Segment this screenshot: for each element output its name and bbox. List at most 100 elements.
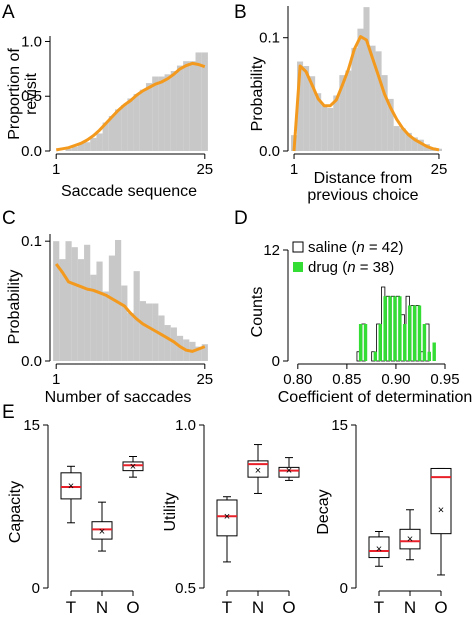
panel-b-xtick-label: 25	[431, 161, 448, 178]
panel-c-bar	[65, 241, 72, 361]
panel-e1-mean-marker: ×	[68, 480, 74, 492]
panel-e1-ylabel: Capacity	[7, 481, 24, 543]
panel-d-xlabel: Coefficient of determination	[278, 389, 472, 406]
panel-a-bar	[127, 98, 134, 151]
panel-a-ytick-label: 1.0	[21, 33, 42, 50]
panel-a-ylabel-line1: Proportion of	[6, 48, 23, 140]
panel-b-ytick-label: 0.0	[259, 143, 280, 160]
panel-b-bar	[351, 47, 358, 151]
panel-c-bar	[59, 259, 66, 361]
panel-b-xlabel-line1: Distance from	[314, 170, 413, 187]
panel-c-bar	[127, 313, 134, 361]
panel-b-bar	[387, 98, 394, 151]
panel-d-drug-bar	[432, 342, 436, 361]
panel-a-bar	[133, 94, 140, 151]
panel-e1-mean-marker: ×	[130, 461, 136, 473]
panel-d-drug-bar	[388, 296, 392, 361]
panel-b-xtick-label: 1	[290, 161, 298, 178]
panel-d-drug-bar	[383, 296, 387, 361]
panel-e2-xtick-label: O	[282, 598, 295, 617]
panel-e3-box	[430, 467, 452, 535]
panel-c-xtick-label: 1	[52, 371, 60, 388]
panel-a-bar	[96, 133, 103, 151]
panel-e1-mean-marker: ×	[99, 526, 105, 538]
panel-b-bar	[297, 61, 304, 151]
panel-d-drug-bar	[403, 324, 407, 361]
panel-a-ytick-label: 0.5	[21, 88, 42, 105]
panel-c-plot: 0.0 0.1 1 25	[21, 233, 213, 388]
panel-e3-mean-marker: ×	[438, 504, 444, 516]
panel-e2-mean-marker: ×	[224, 511, 230, 523]
panel-a-plot: 0.0 0.5 1.0 1 25	[21, 33, 213, 178]
panel-a-curve-line	[55, 61, 206, 152]
panel-b-bar	[363, 7, 370, 151]
panel-e1-ytick-label: 0	[32, 580, 40, 597]
panel-label-b: B	[234, 2, 247, 23]
panel-d-drug-bar	[363, 324, 368, 361]
panel-b-bar	[411, 137, 418, 151]
panel-b-bar	[357, 28, 364, 151]
panel-c-bar	[84, 244, 91, 361]
panel-a-bar	[115, 109, 122, 151]
panel-c-bar	[145, 303, 153, 361]
panel-b-bar	[315, 93, 322, 151]
panel-b-bar	[369, 45, 376, 151]
panel-b-bar	[345, 70, 352, 151]
panel-e1-box	[91, 521, 113, 540]
panel-a-bar	[77, 143, 85, 151]
panel-d-drug-bar	[417, 305, 422, 361]
panel-d-drug-bar	[398, 296, 402, 361]
panel-a-bar	[195, 52, 202, 151]
panel-label-d: D	[234, 208, 248, 229]
panel-b-bar	[381, 75, 388, 151]
panel-b-ylabel: Probability	[249, 57, 266, 132]
panel-a-bar	[108, 115, 116, 151]
panel-e2-ylabel: Utility	[162, 492, 179, 531]
panel-d-drug-bar	[393, 296, 397, 361]
panel-d-ylabel: Counts	[249, 287, 266, 338]
panel-label-c: C	[2, 208, 16, 229]
panel-c-curve-line	[54, 263, 206, 353]
panel-e2-xtick-label: T	[222, 598, 232, 617]
panel-c-xlabel: Number of saccades	[45, 389, 192, 406]
panel-a-bar	[201, 52, 208, 151]
panel-c-bar	[176, 335, 184, 361]
panel-a-ytick-label: 0.0	[21, 143, 42, 160]
panel-a-bar	[139, 89, 146, 151]
panel-e3-mean-marker: ×	[407, 534, 413, 546]
panel-d-drug-bar	[427, 351, 431, 361]
panel-e1-xtick-label: O	[126, 598, 139, 617]
panel-e2-ytick-label: 0.5	[175, 580, 196, 597]
panel-a-xlabel: Saccade sequence	[61, 183, 197, 200]
panel-label-a: A	[2, 2, 15, 23]
panel-c-bar	[71, 247, 78, 361]
panel-d-xtick-label: 0.90	[381, 371, 410, 388]
legend-saline-label: saline (n = 42)	[308, 239, 403, 256]
panel-e3-xtick-label: N	[404, 598, 416, 617]
panel-c-ylabel: Probability	[6, 270, 23, 345]
panel-d-drug-bar	[358, 324, 363, 361]
panel-c-ytick-label: 0.1	[21, 233, 42, 250]
panel-a-bar	[183, 61, 190, 151]
panel-d-ytick-label: 12	[263, 242, 280, 259]
panel-c-bar	[133, 271, 140, 361]
legend-saline-swatch	[292, 241, 304, 253]
panel-c-ytick-label: 0.0	[21, 353, 42, 370]
panel-e2-box	[278, 466, 300, 478]
panel-e3-xtick-label: O	[434, 598, 447, 617]
panel-a-bar	[90, 137, 97, 151]
panel-d-drug-bar	[412, 305, 417, 361]
panel-b-bar	[327, 107, 334, 151]
panel-e2-xtick-label: N	[252, 598, 264, 617]
panel-c-bar	[121, 285, 128, 361]
panel-d-drug-bar	[373, 351, 378, 361]
panel-e1-ytick-label: 15	[23, 417, 40, 434]
panel-b-bar	[339, 75, 346, 151]
panel-a-bar	[189, 61, 196, 151]
panel-e3-mean-marker: ×	[376, 543, 382, 555]
panel-e3-ytick-label: 15	[331, 417, 348, 434]
panel-d-drug-bar	[422, 324, 427, 361]
panel-c-bar	[77, 259, 85, 361]
panel-b-bar	[303, 66, 310, 151]
